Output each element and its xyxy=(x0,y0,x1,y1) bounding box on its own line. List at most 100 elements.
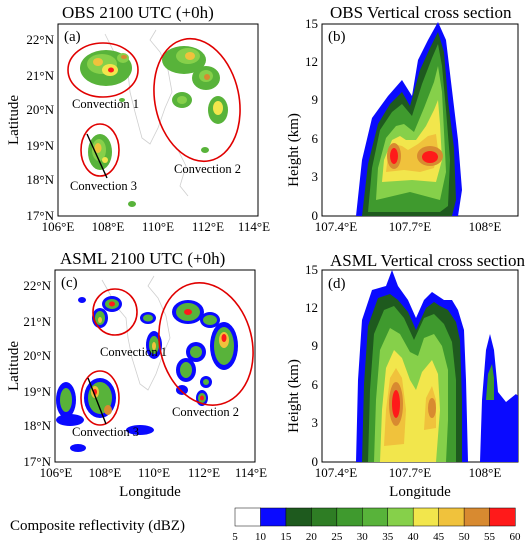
radar-echo-convection-3 xyxy=(56,378,154,452)
colorbar-tick-label: 45 xyxy=(433,531,445,543)
colorbar-ticks: 5 10 15 20 25 30 35 40 45 50 55 60 xyxy=(232,531,521,543)
radar-echo-convection-1 xyxy=(80,50,132,86)
colorbar-swatch xyxy=(311,507,338,527)
colorbar-tick-label: 5 xyxy=(232,531,238,543)
panel-d-ylabel: Height (km) xyxy=(286,359,302,433)
colorbar-swatch xyxy=(438,507,465,527)
x-tick-label: 107.4°E xyxy=(315,465,357,480)
y-tick-label: 21°N xyxy=(23,314,51,329)
panel-c-ylabel: Latitude xyxy=(6,341,22,391)
panel-a-ylabel: Latitude xyxy=(6,95,22,145)
panel-c-xlabel: Longitude xyxy=(119,484,181,500)
panel-d-xticks: 107.4°E 107.7°E 108°E xyxy=(315,465,502,480)
y-tick-label: 15 xyxy=(305,16,318,31)
x-tick-label: 107.4°E xyxy=(315,219,357,234)
colorbar-tick-label: 30 xyxy=(357,531,369,543)
y-tick-label: 9 xyxy=(312,338,319,353)
colorbar-tick-label: 10 xyxy=(255,531,267,543)
x-tick-label: 112°E xyxy=(188,465,220,480)
panel-b: OBS Vertical cross section (b) Height (k… xyxy=(286,3,519,234)
radar-echo-convection-3 xyxy=(88,134,112,170)
panel-b-xticks: 107.4°E 107.7°E 108°E xyxy=(315,219,502,234)
radar-echo xyxy=(119,98,125,102)
x-tick-label: 112°E xyxy=(192,219,224,234)
colorbar-swatch xyxy=(489,507,516,527)
y-tick-label: 19°N xyxy=(26,138,54,153)
panel-d-xlabel: Longitude xyxy=(389,484,451,500)
x-tick-label: 114°E xyxy=(238,219,270,234)
colorbar-swatch xyxy=(336,507,363,527)
colorbar-swatch xyxy=(234,507,261,527)
y-tick-label: 17°N xyxy=(26,208,54,223)
panel-d-title: ASML Vertical cross section xyxy=(330,251,525,270)
panel-c-xticks: 106°E 108°E 110°E 112°E 114°E xyxy=(40,465,267,480)
colorbar-tick-label: 15 xyxy=(280,531,292,543)
annotation-convection-3: Convection 3 xyxy=(72,425,139,439)
panel-d-label: (d) xyxy=(328,276,346,292)
radar-echo-convection-1 xyxy=(78,296,162,359)
panel-b-yticks: 15 12 9 6 3 0 xyxy=(305,16,319,223)
y-tick-label: 22°N xyxy=(23,278,51,293)
panel-c-label: (c) xyxy=(61,275,78,291)
y-tick-label: 6 xyxy=(312,377,319,392)
annotation-convection-1: Convection 1 xyxy=(72,97,139,111)
colorbar-tick-label: 40 xyxy=(408,531,420,543)
x-tick-label: 106°E xyxy=(40,465,73,480)
panel-a-title: OBS 2100 UTC (+0h) xyxy=(62,3,214,22)
y-tick-label: 3 xyxy=(312,169,319,184)
reflectivity-contours-obs xyxy=(356,22,462,216)
radar-echo-convection-2 xyxy=(162,46,228,153)
colorbar-swatch xyxy=(412,507,440,527)
annotation-convection-2: Convection 2 xyxy=(174,162,241,176)
panel-c-title: ASML 2100 UTC (+0h) xyxy=(60,249,225,268)
colorbar-swatch xyxy=(362,507,389,527)
x-tick-label: 108°E xyxy=(89,465,122,480)
convection-3-circle xyxy=(80,123,120,177)
y-tick-label: 18°N xyxy=(26,172,54,187)
x-tick-label: 107.7°E xyxy=(389,219,431,234)
panel-a-yticks: 22°N 21°N 20°N 19°N 18°N 17°N xyxy=(26,32,54,223)
colorbar-swatch xyxy=(260,507,287,527)
coastline xyxy=(177,149,189,197)
annotation-convection-3: Convection 3 xyxy=(70,179,137,193)
y-tick-label: 18°N xyxy=(23,418,51,433)
x-tick-label: 114°E xyxy=(235,465,267,480)
panel-d: ASML Vertical cross section (d) Height (… xyxy=(286,251,525,500)
y-tick-label: 0 xyxy=(312,454,319,469)
y-tick-label: 19°N xyxy=(23,384,51,399)
x-tick-label: 108°E xyxy=(469,219,502,234)
y-tick-label: 3 xyxy=(312,415,319,430)
y-tick-label: 9 xyxy=(312,92,319,107)
panel-b-ylabel: Height (km) xyxy=(286,113,302,187)
x-tick-label: 108°E xyxy=(92,219,125,234)
colorbar-tick-label: 25 xyxy=(331,531,343,543)
colorbar-tick-label: 35 xyxy=(382,531,394,543)
panel-a: OBS 2100 UTC (+0h) (a) xyxy=(6,3,270,234)
y-tick-label: 21°N xyxy=(26,68,54,83)
panel-c-yticks: 22°N 21°N 20°N 19°N 18°N 17°N xyxy=(23,278,51,469)
panel-d-yticks: 15 12 9 6 3 0 xyxy=(305,262,319,469)
colorbar-swatches xyxy=(234,507,516,527)
panel-b-label: (b) xyxy=(328,29,346,45)
convection-1-circle xyxy=(67,42,139,98)
x-tick-label: 108°E xyxy=(469,465,502,480)
x-tick-label: 106°E xyxy=(42,219,75,234)
y-tick-label: 0 xyxy=(312,208,319,223)
y-tick-label: 6 xyxy=(312,131,319,146)
colorbar-tick-label: 20 xyxy=(306,531,318,543)
annotation-convection-1: Convection 1 xyxy=(100,345,167,359)
convection-2-circle xyxy=(153,37,241,163)
cross-section-line xyxy=(86,133,108,179)
y-tick-label: 20°N xyxy=(23,348,51,363)
cross-section-line xyxy=(87,377,107,425)
y-tick-label: 20°N xyxy=(26,102,54,117)
reflectivity-contours-asml xyxy=(356,270,518,462)
y-tick-label: 12 xyxy=(305,54,318,69)
y-tick-label: 17°N xyxy=(23,454,51,469)
annotation-convection-2: Convection 2 xyxy=(172,405,239,419)
y-tick-label: 12 xyxy=(305,300,318,315)
convection-1-circle xyxy=(92,288,138,336)
panel-a-xticks: 106°E 108°E 110°E 112°E 114°E xyxy=(42,219,270,234)
colorbar-tick-label: 50 xyxy=(459,531,471,543)
radar-echo-convection-2 xyxy=(172,300,238,406)
